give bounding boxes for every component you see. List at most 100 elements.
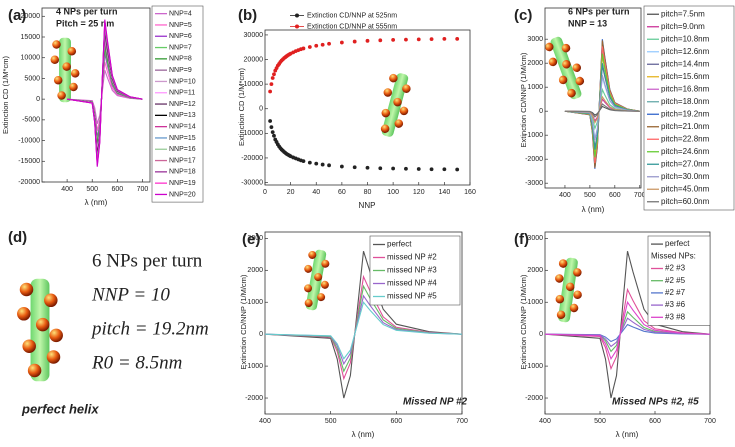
y-tick-label: 10000 [244, 81, 264, 88]
annotation: NNP = 13 [568, 18, 607, 28]
point [270, 76, 275, 80]
x-axis-label: λ (nm) [85, 198, 108, 207]
legend-label: pitch=19.2nm [661, 109, 710, 118]
plot-frame [41, 7, 151, 183]
panel-d-line: pitch = 19.2nm [90, 318, 209, 339]
point [268, 119, 273, 123]
x-tick-label: 500 [325, 418, 337, 425]
series-line [544, 287, 711, 371]
y-tick-label: -2000 [525, 395, 543, 402]
legend-label: perfect [665, 239, 690, 248]
legend-label: #3 #8 [665, 312, 686, 321]
point [378, 166, 383, 171]
point [365, 38, 370, 43]
y-tick-label: -20000 [18, 179, 40, 186]
point [352, 39, 357, 44]
point [429, 167, 434, 172]
x-axis-label: λ (nm) [582, 205, 605, 214]
series-line [564, 87, 640, 131]
legend-label: pitch=15.6nm [661, 72, 710, 81]
y-axis-label: Extinction CD/NNP (1/M/cm) [239, 274, 248, 369]
panel-d-caption: perfect helix [21, 401, 99, 416]
legend-label: NNP=4 [169, 10, 192, 17]
point [327, 163, 331, 168]
y-tick-label: -15000 [18, 158, 40, 165]
annotation: Missed NP #2 [403, 397, 468, 408]
plot-frame [264, 29, 471, 186]
x-tick-label: 400 [539, 418, 551, 425]
legend-label: #2 #3 [665, 264, 686, 273]
x-tick-label: 400 [61, 186, 73, 193]
point [442, 36, 447, 41]
legend-label: NNP=6 [169, 33, 192, 40]
y-tick-label: 2000 [527, 60, 543, 67]
series-line [544, 310, 711, 353]
y-tick-label: -1000 [245, 363, 263, 370]
x-tick-label: 500 [86, 186, 98, 193]
legend-label: #2 #5 [665, 276, 686, 285]
panel-label: (c) [514, 7, 532, 24]
series-line [564, 95, 640, 125]
legend-label: #2 #7 [665, 288, 686, 297]
y-tick-label: 1000 [527, 299, 543, 306]
y-tick-label: 2000 [247, 267, 263, 274]
x-tick-label: 700 [456, 418, 468, 425]
series-line [564, 75, 640, 141]
legend-label: pitch=45.0nm [661, 184, 710, 193]
point [314, 43, 319, 48]
legend-label: pitch=16.8nm [661, 84, 710, 93]
legend-label: NNP=11 [169, 90, 195, 97]
x-tick-label: 0 [263, 189, 267, 196]
legend-label: pitch=21.0nm [661, 122, 710, 131]
point [301, 159, 306, 164]
legend-label: missed NP #3 [387, 266, 437, 275]
x-tick-label: 700 [137, 186, 149, 193]
y-tick-label: 3000 [527, 36, 543, 43]
legend-label: pitch=9.0nm [661, 22, 705, 31]
x-tick-label: 60 [338, 189, 346, 196]
panel-d-line: 6 NPs per turn [92, 250, 203, 271]
series-line [264, 294, 463, 366]
series-line [264, 250, 463, 399]
series-line [544, 300, 711, 360]
y-tick-label: -30000 [241, 179, 263, 186]
legend-swatch [295, 24, 299, 29]
point [455, 36, 460, 41]
x-tick-label: 500 [594, 418, 606, 425]
legend-label: NNP=19 [169, 180, 196, 187]
x-tick-label: 160 [464, 189, 476, 196]
legend-label: NNP=15 [169, 135, 196, 142]
y-tick-label: -1000 [525, 132, 543, 139]
legend-label: pitch=12.6nm [661, 47, 710, 56]
legend-label: perfect [387, 240, 412, 249]
y-tick-label: 1000 [247, 299, 263, 306]
point [404, 37, 408, 42]
point [416, 37, 421, 42]
legend-label: pitch=60.0nm [661, 197, 710, 206]
point [272, 72, 276, 77]
y-tick-label: -10000 [241, 130, 263, 137]
legend-label: NNP=12 [169, 101, 196, 108]
y-tick-label: -1000 [525, 363, 543, 370]
panel-label: (a) [8, 7, 26, 24]
legend-label: pitch=18.0nm [661, 97, 710, 106]
y-tick-label: 20000 [244, 56, 264, 63]
legend-label: Extinction CD/NNP at 555nm [307, 23, 397, 30]
y-tick-label: 3000 [247, 235, 263, 242]
x-tick-label: 600 [390, 418, 402, 425]
x-tick-label: 400 [559, 192, 571, 199]
y-tick-label: -5000 [22, 117, 40, 124]
y-axis-label: Extinction CD (1/M*cm) [1, 56, 10, 134]
point [320, 42, 325, 47]
point [416, 167, 421, 171]
legend-label: pitch=27.0nm [661, 159, 710, 168]
x-axis-label: λ (nm) [616, 430, 639, 439]
point [320, 162, 325, 167]
plot-frame [264, 231, 463, 415]
legend-label: NNP=5 [169, 22, 192, 29]
legend-label: NNP=16 [169, 146, 196, 153]
y-tick-label: -3000 [525, 180, 543, 187]
point [339, 40, 344, 45]
x-tick-label: 120 [413, 189, 425, 196]
point [272, 133, 276, 138]
